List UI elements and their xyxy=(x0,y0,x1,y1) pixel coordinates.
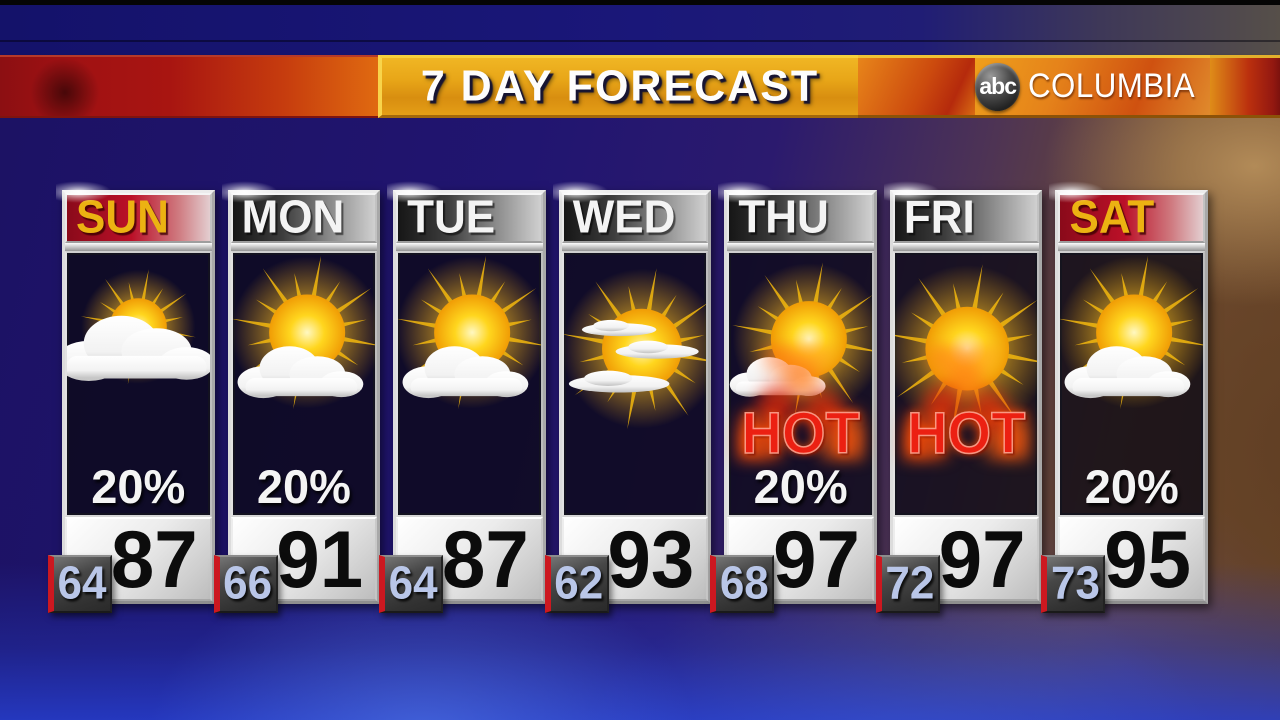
day-header: THU xyxy=(727,193,874,243)
column-body xyxy=(561,251,723,517)
low-temp-box: 66 xyxy=(213,555,278,613)
header-divider xyxy=(1058,243,1206,251)
station-name: COLUMBIA xyxy=(1028,67,1196,105)
day-header: TUE xyxy=(396,193,543,243)
precip-chance: 20% xyxy=(753,460,848,513)
banner-right-bar xyxy=(1210,55,1280,118)
partly-cloudy-icon xyxy=(230,253,384,468)
high-temp: 87 xyxy=(441,513,529,605)
day-label: THU xyxy=(738,191,829,244)
header-divider xyxy=(892,243,1040,251)
day-label: FRI xyxy=(903,191,975,244)
top-strip xyxy=(0,0,1280,55)
column-frame: TUE 87 xyxy=(393,190,549,605)
header-divider xyxy=(727,243,874,251)
day-label: TUE xyxy=(407,191,496,244)
column-body: 20% xyxy=(1057,251,1212,517)
high-temp: 95 xyxy=(1104,513,1192,605)
header-banner: 7 DAY FORECAST abc COLUMBIA xyxy=(0,55,1280,118)
partly-cloudy-icon xyxy=(395,253,549,468)
forecast-day-column-thu: THU HOT 20% 97 68 xyxy=(710,181,886,613)
partly-cloudy-icon xyxy=(1057,253,1212,468)
header-divider xyxy=(65,243,212,251)
column-body: 20% xyxy=(56,251,215,517)
column-frame: FRI HOT 97 xyxy=(882,190,1052,605)
forecast-day-column-wed: WED 93 62 xyxy=(544,181,723,613)
high-temp: 97 xyxy=(773,513,860,605)
low-temp: 73 xyxy=(1050,557,1100,610)
hot-label: HOT xyxy=(729,402,872,462)
forecast-day-column-mon: MON 20% 91 66 xyxy=(213,181,384,613)
day-label: WED xyxy=(572,191,676,244)
low-temp: 62 xyxy=(554,557,604,610)
forecast-day-column-fri: FRI HOT 97 72 xyxy=(875,181,1052,613)
banner-left-bar xyxy=(0,55,378,118)
page-title: 7 DAY FORECAST xyxy=(420,61,820,111)
day-label: SAT xyxy=(1069,191,1155,244)
precip-chance: 20% xyxy=(256,460,351,513)
header-divider xyxy=(396,243,543,251)
low-temp-box: 64 xyxy=(379,555,444,613)
header-divider xyxy=(561,243,709,251)
high-temp: 87 xyxy=(110,513,198,605)
column-frame: SAT 20% 95 xyxy=(1055,190,1212,605)
day-header: WED xyxy=(561,191,709,244)
precip-chance: 20% xyxy=(1084,460,1179,513)
column-body: HOT 20% xyxy=(727,251,886,517)
day-label: MON xyxy=(241,191,345,244)
abc-logo-text: abc xyxy=(979,73,1017,99)
low-temp-box: 62 xyxy=(544,555,609,613)
forecast-day-column-sat: SAT 20% 95 73 xyxy=(1041,181,1212,613)
hot-label: HOT xyxy=(895,402,1038,462)
low-temp: 72 xyxy=(885,557,935,610)
high-temp: 91 xyxy=(276,513,364,605)
banner-mid-bar xyxy=(858,55,975,118)
column-frame: SUN 20% 87 xyxy=(56,190,215,605)
low-temp: 64 xyxy=(388,557,438,610)
sky-background: SUN 20% 87 64 MON xyxy=(0,118,1280,720)
low-temp: 64 xyxy=(57,557,107,610)
low-temp-box: 68 xyxy=(710,555,775,613)
forecast-columns: SUN 20% 87 64 MON xyxy=(48,181,1212,613)
column-frame: MON 20% 91 xyxy=(227,190,384,605)
high-temp: 97 xyxy=(938,513,1026,605)
mostly-cloudy-icon xyxy=(56,253,215,468)
day-header: FRI xyxy=(892,191,1040,244)
header-divider xyxy=(230,243,378,251)
low-temp: 68 xyxy=(719,557,769,610)
column-frame: THU HOT 20% 97 xyxy=(724,190,886,605)
high-temp: 93 xyxy=(607,513,695,605)
banner-title-panel: 7 DAY FORECAST xyxy=(378,55,858,118)
column-body: HOT xyxy=(882,251,1052,517)
day-header: SUN xyxy=(65,193,212,243)
low-temp-box: 64 xyxy=(48,555,112,613)
precip-chance: 20% xyxy=(91,460,186,513)
abc-network-icon: abc xyxy=(975,62,1021,111)
day-label: SUN xyxy=(76,191,169,244)
low-temp: 66 xyxy=(223,557,273,610)
sun-thin-clouds-icon xyxy=(561,253,723,468)
column-body: 20% xyxy=(230,251,384,517)
column-frame: WED 93 xyxy=(558,190,723,605)
forecast-day-column-sun: SUN 20% 87 64 xyxy=(48,181,215,613)
column-body xyxy=(395,251,549,517)
low-temp-box: 72 xyxy=(875,555,940,613)
forecast-day-column-tue: TUE 87 64 xyxy=(379,181,549,613)
low-temp-box: 73 xyxy=(1041,555,1106,613)
day-header: MON xyxy=(230,191,378,244)
station-logo: abc COLUMBIA xyxy=(975,55,1210,118)
day-header: SAT xyxy=(1058,191,1206,244)
